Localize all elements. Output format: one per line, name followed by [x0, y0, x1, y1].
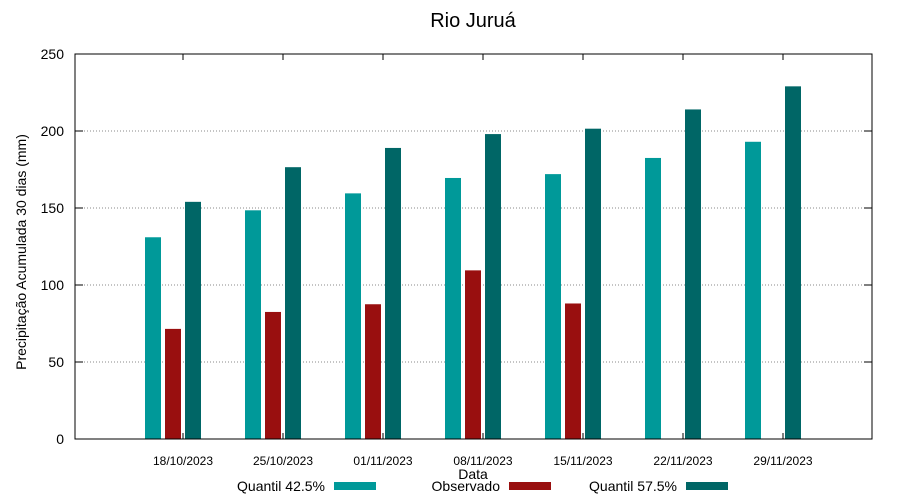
y-tick-label: 50: [48, 354, 64, 370]
bar: [465, 270, 481, 439]
y-tick-label: 100: [41, 277, 65, 293]
bar: [145, 237, 161, 439]
x-tick-label: 22/11/2023: [653, 454, 712, 468]
x-tick-label: 29/11/2023: [753, 454, 812, 468]
legend-label: Quantil 57.5%: [589, 478, 677, 494]
bar: [345, 193, 361, 439]
bar: [785, 86, 801, 439]
y-tick-label: 250: [41, 46, 65, 62]
x-tick-label: 01/11/2023: [353, 454, 412, 468]
legend-swatch: [334, 482, 376, 490]
bar: [585, 128, 601, 439]
x-axis-label: Data: [458, 466, 488, 482]
bar: [165, 328, 181, 439]
bars: [145, 86, 801, 439]
legend-label: Observado: [432, 478, 501, 494]
bar: [385, 147, 401, 439]
legend: Quantil 42.5% Observado Quantil 57.5%: [237, 478, 728, 494]
bar: [445, 177, 461, 439]
bar: [545, 174, 561, 439]
gridlines: [75, 130, 872, 363]
x-tick-label: 18/10/2023: [153, 454, 213, 468]
bar: [245, 210, 261, 439]
x-axis-ticks: 18/10/2023 25/10/2023 01/11/2023 08/11/2023…: [153, 54, 813, 468]
bar: [685, 109, 701, 439]
legend-swatch: [686, 482, 728, 490]
plot-frame: [74, 53, 873, 440]
x-tick-label: 25/10/2023: [253, 454, 313, 468]
x-tick-label: 08/11/2023: [453, 454, 512, 468]
bar: [485, 134, 501, 439]
bar: [745, 141, 761, 439]
bar: [185, 201, 201, 439]
bar: [565, 303, 581, 439]
y-axis-ticks: 0 50 100 150 200 250: [41, 46, 872, 447]
y-tick-label: 200: [41, 123, 65, 139]
y-tick-label: 0: [56, 431, 64, 447]
x-tick-label: 15/11/2023: [553, 454, 612, 468]
bar: [365, 304, 381, 439]
chart-title: Rio Juruá: [430, 10, 516, 32]
bar: [265, 311, 281, 439]
y-tick-label: 150: [41, 200, 65, 216]
y-axis-label: Precipitação Acumulada 30 dias (mm): [13, 134, 29, 370]
bar: [645, 157, 661, 439]
legend-swatch: [509, 482, 551, 490]
legend-label: Quantil 42.5%: [237, 478, 325, 494]
bar: [285, 167, 301, 439]
